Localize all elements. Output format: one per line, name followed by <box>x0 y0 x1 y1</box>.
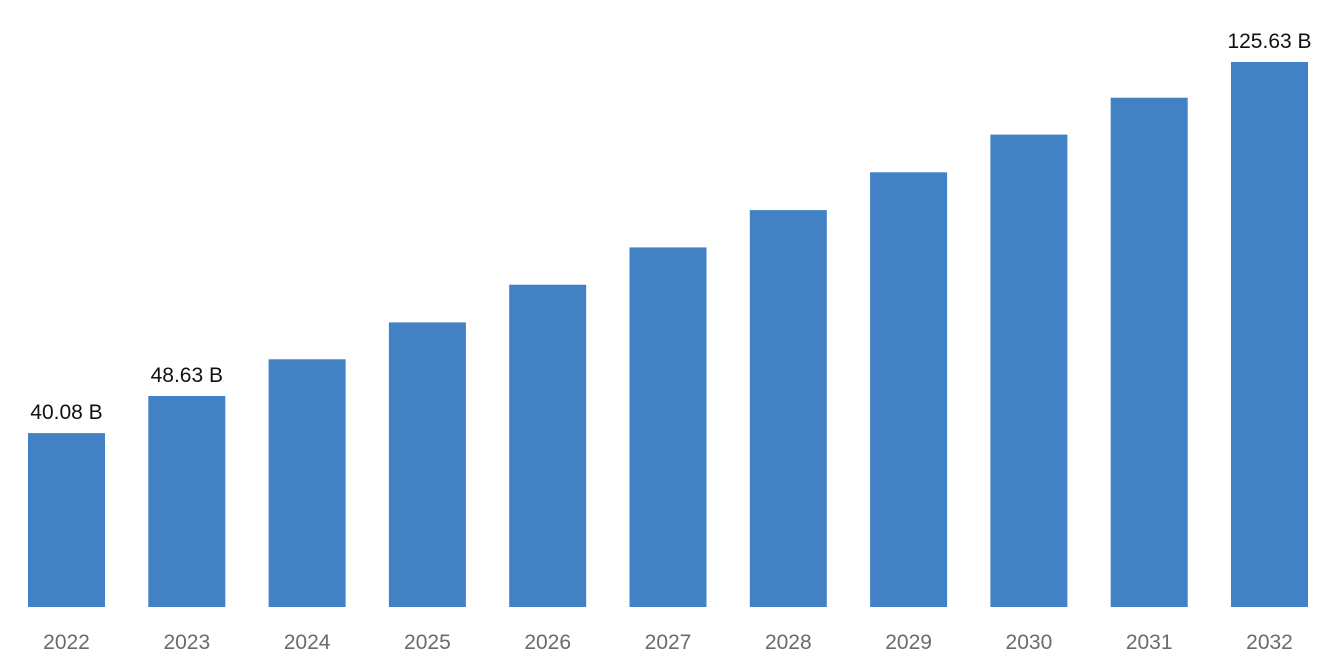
data-label-2032: 125.63 B <box>1227 30 1311 53</box>
data-labels-group: 40.08 B 48.63 B 125.63 B <box>30 30 1311 424</box>
bar-2024 <box>268 359 346 607</box>
data-label-2023: 48.63 B <box>151 364 223 387</box>
x-tick-label-2023: 2023 <box>163 631 210 654</box>
x-tick-label-2029: 2029 <box>885 631 932 654</box>
bar-2025 <box>388 322 466 607</box>
x-tick-label-2032: 2032 <box>1246 631 1293 654</box>
bar-2028 <box>749 210 827 607</box>
bars-group <box>28 62 1308 608</box>
x-tick-label-2030: 2030 <box>1006 631 1053 654</box>
bar-2030 <box>990 134 1068 607</box>
x-tick-label-2026: 2026 <box>524 631 571 654</box>
data-label-2022: 40.08 B <box>30 401 102 424</box>
bar-2022 <box>28 433 105 607</box>
x-tick-label-2027: 2027 <box>645 631 692 654</box>
x-tick-label-2024: 2024 <box>284 631 331 654</box>
x-tick-label-2022: 2022 <box>43 631 90 654</box>
x-axis-ticks: 2022 2023 2024 2025 2026 2027 2028 2029 2030 2031… <box>43 631 1293 654</box>
bar-2029 <box>870 172 948 608</box>
x-tick-label-2025: 2025 <box>404 631 451 654</box>
x-tick-label-2028: 2028 <box>765 631 812 654</box>
bar-2032 <box>1231 62 1308 607</box>
x-tick-label-2031: 2031 <box>1126 631 1173 654</box>
bar-2027 <box>629 247 707 607</box>
bar-2026 <box>509 284 587 607</box>
bar-2023 <box>148 396 226 607</box>
bar-2031 <box>1110 97 1188 607</box>
